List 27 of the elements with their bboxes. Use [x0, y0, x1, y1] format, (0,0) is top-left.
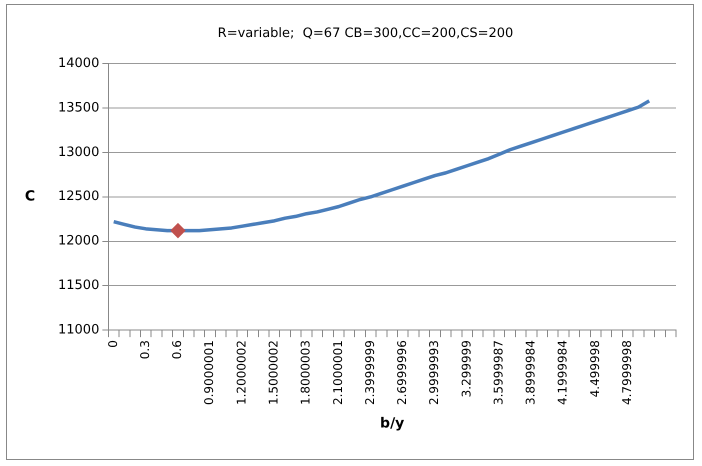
y-tick-label: 13000: [58, 144, 100, 160]
x-tick-label: 2.3999999: [362, 340, 377, 406]
y-tick-label: 12000: [58, 234, 100, 249]
x-tick-label: 3.299999: [459, 340, 474, 398]
x-tick-label: 0: [106, 340, 120, 348]
x-tick-label: 0.3: [138, 340, 152, 360]
y-tick-label: 11500: [58, 278, 100, 294]
x-tick-label: 4.7999998: [620, 340, 634, 406]
y-axis-title: C: [24, 188, 36, 204]
y-tick-label: 12500: [58, 189, 100, 204]
x-tick-label: 2.9999993: [427, 340, 442, 406]
y-tick-label: 11000: [58, 322, 100, 338]
x-tick-label: 2.6999996: [395, 340, 410, 406]
y-tick-label: 14000: [58, 56, 100, 71]
x-axis-title: b/y: [380, 416, 404, 432]
x-tick-label: 1.2000002: [234, 340, 248, 406]
x-tick-label: 1.8000003: [298, 340, 313, 406]
x-tick-label: 1.5000002: [266, 340, 280, 406]
x-tick-label: 3.5999987: [491, 340, 506, 406]
x-tick-label: 0.6: [170, 340, 184, 360]
y-tick-label: 13500: [58, 100, 100, 116]
x-tick-label: 2.1000001: [330, 340, 345, 406]
x-tick-label: 4.1999984: [556, 340, 570, 406]
chart-title: R=variable; Q=67 CB=300,CC=200,CS=200: [218, 26, 514, 42]
x-tick-label: 3.8999984: [524, 340, 538, 406]
x-tick-label: 4.499998: [588, 340, 602, 398]
x-tick-label: 0.9000001: [202, 340, 216, 406]
